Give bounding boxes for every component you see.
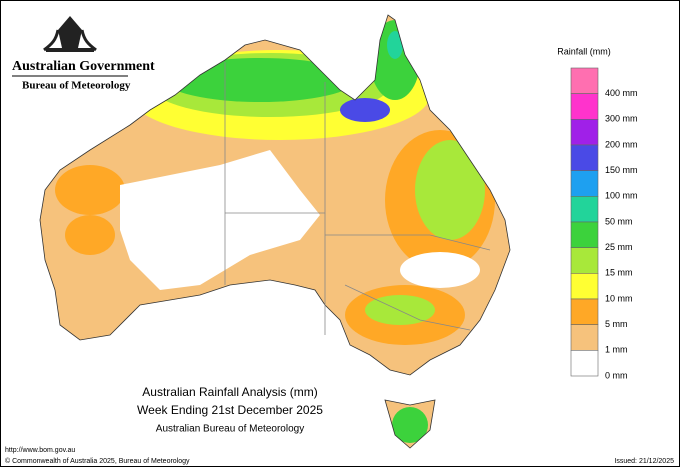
legend-swatch xyxy=(570,196,599,223)
legend-label: 1 mm xyxy=(605,345,628,355)
legend-label: 100 mm xyxy=(605,191,638,201)
legend-swatch xyxy=(570,273,599,300)
coat-of-arms xyxy=(43,16,97,52)
state-borders xyxy=(224,62,491,335)
url: http://www.bom.gov.au xyxy=(5,447,75,454)
caption-title: Australian Rainfall Analysis (mm) xyxy=(142,385,317,399)
copyright: © Commonwealth of Australia 2025, Bureau… xyxy=(5,457,190,465)
legend-label: 400 mm xyxy=(605,88,638,98)
legend-label: 5 mm xyxy=(605,319,628,329)
legend-swatch xyxy=(570,144,599,171)
issued: Issued: 21/12/2025 xyxy=(614,458,674,465)
legend-label: 200 mm xyxy=(605,139,638,149)
legend-swatch xyxy=(570,324,599,351)
legend-label: 150 mm xyxy=(605,165,638,175)
caption-source: Australian Bureau of Meteorology xyxy=(156,424,304,435)
legend-label: 300 mm xyxy=(605,114,638,124)
legend-swatch xyxy=(570,247,599,274)
legend-swatch xyxy=(570,350,599,377)
legend-label: 25 mm xyxy=(605,242,633,252)
legend-swatch xyxy=(570,298,599,325)
legend-swatch xyxy=(570,170,599,197)
legend-label: 50 mm xyxy=(605,216,633,226)
legend-swatch xyxy=(570,93,599,120)
bureau: Bureau of Meteorology xyxy=(22,80,131,92)
legend-label: 15 mm xyxy=(605,268,633,278)
legend-title: Rainfall (mm) xyxy=(557,46,611,56)
legend-label: 0 mm xyxy=(605,370,628,380)
agency: Australian Government xyxy=(12,59,155,74)
legend: Rainfall (mm) 400 mm 300 mm 200 mm 150 mm 10… xyxy=(557,46,637,380)
caption-period: Week Ending 21st December 2025 xyxy=(137,403,323,417)
legend-swatch xyxy=(570,67,599,94)
legend-swatch xyxy=(570,221,599,248)
legend-swatch xyxy=(570,119,599,146)
legend-label: 10 mm xyxy=(605,293,633,303)
